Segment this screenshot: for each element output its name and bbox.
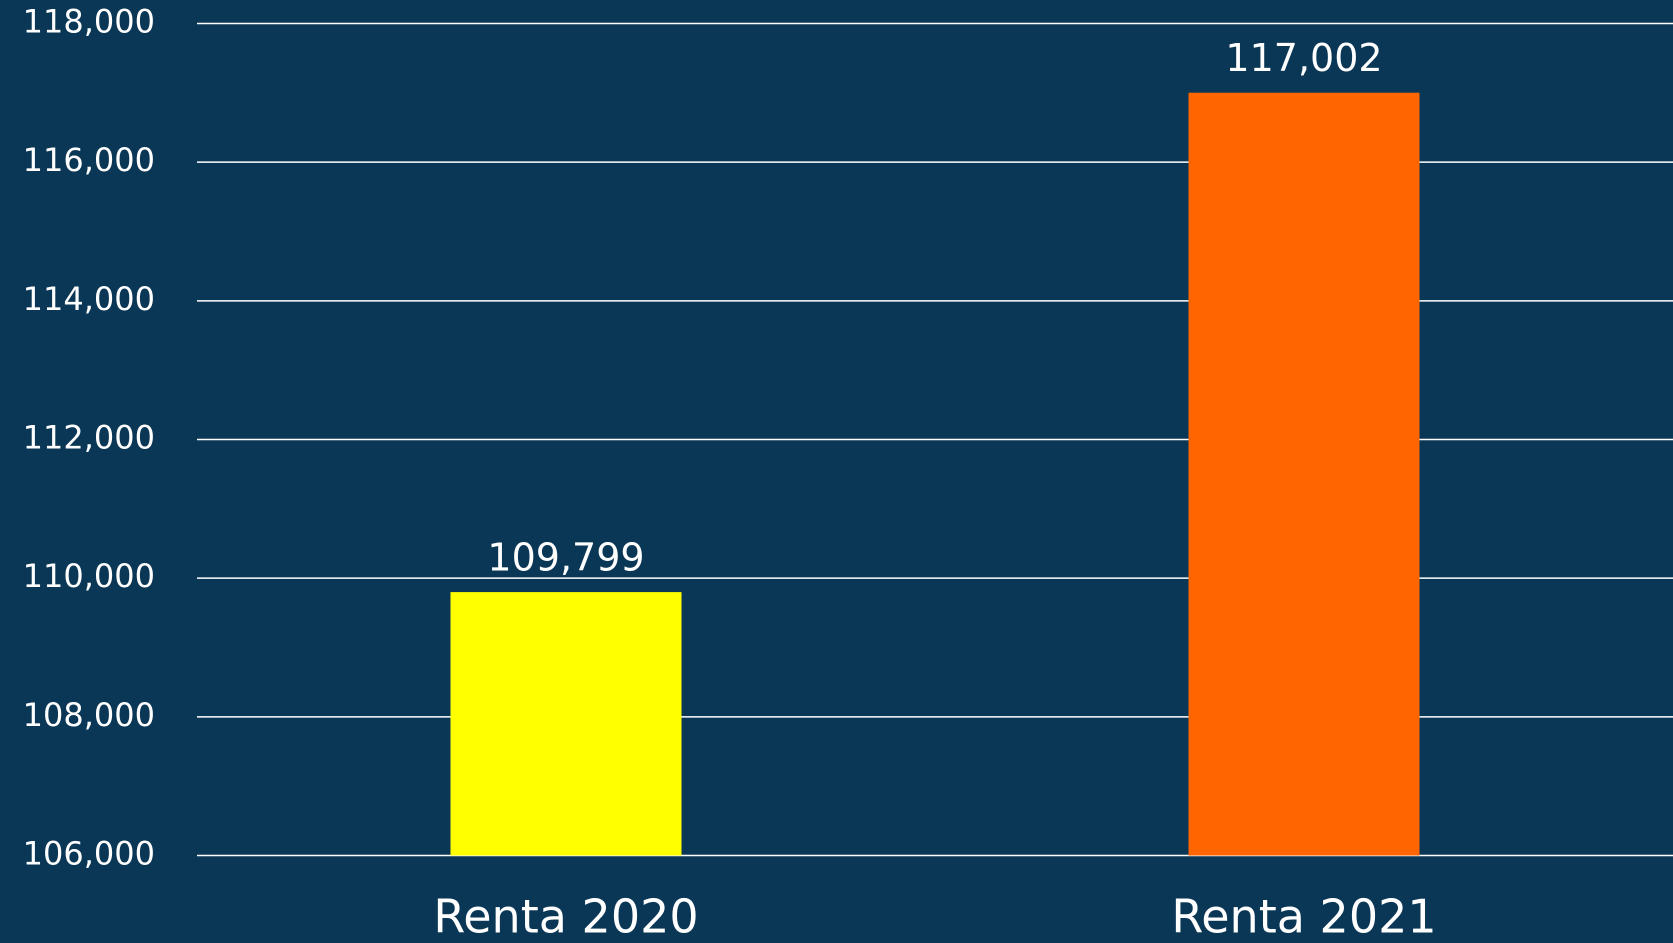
bar xyxy=(1188,92,1420,856)
y-tick-label: 110,000 xyxy=(23,557,155,595)
bar xyxy=(450,592,682,856)
value-label: 117,002 xyxy=(1225,36,1382,80)
x-tick-label: Renta 2021 xyxy=(1171,890,1436,943)
y-tick-label: 118,000 xyxy=(23,3,155,41)
y-tick-label: 108,000 xyxy=(23,696,155,734)
x-tick-label: Renta 2020 xyxy=(433,890,698,943)
value-label: 109,799 xyxy=(487,536,644,580)
y-tick-label: 106,000 xyxy=(23,835,155,873)
y-tick-label: 114,000 xyxy=(23,280,155,318)
y-tick-label: 112,000 xyxy=(23,419,155,457)
y-tick-label: 116,000 xyxy=(23,141,155,179)
